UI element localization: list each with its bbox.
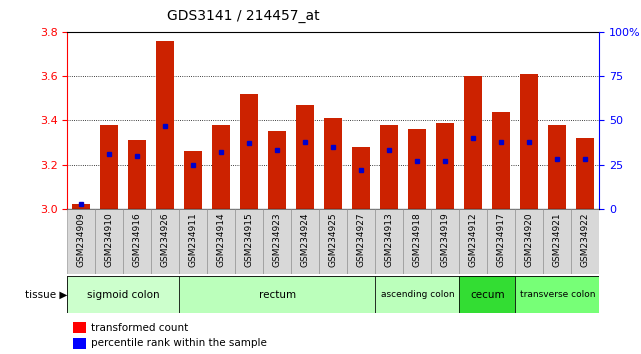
Bar	[460, 209, 487, 274]
Text: transformed count: transformed count	[91, 322, 188, 332]
Bar	[460, 276, 515, 313]
Text: GSM234915: GSM234915	[245, 212, 254, 267]
Bar	[408, 129, 426, 209]
Text: GSM234914: GSM234914	[217, 212, 226, 267]
Bar	[431, 209, 460, 274]
Bar	[240, 94, 258, 209]
Bar	[324, 118, 342, 209]
Bar	[403, 209, 431, 274]
Bar	[67, 276, 179, 313]
Bar	[515, 209, 544, 274]
Bar	[515, 276, 599, 313]
Text: GSM234916: GSM234916	[133, 212, 142, 267]
Bar	[376, 209, 403, 274]
Text: cecum: cecum	[470, 290, 504, 300]
Text: GSM234911: GSM234911	[189, 212, 198, 267]
Bar	[319, 209, 347, 274]
Text: ascending colon: ascending colon	[381, 290, 454, 299]
Bar	[72, 322, 86, 333]
Text: GSM234925: GSM234925	[329, 212, 338, 267]
Bar	[72, 205, 90, 209]
Bar	[179, 276, 376, 313]
Bar	[376, 276, 460, 313]
Text: GSM234919: GSM234919	[441, 212, 450, 267]
Bar	[128, 140, 146, 209]
Text: GSM234922: GSM234922	[581, 212, 590, 267]
Bar	[123, 209, 151, 274]
Bar	[235, 209, 263, 274]
Bar	[268, 131, 287, 209]
Text: GDS3141 / 214457_at: GDS3141 / 214457_at	[167, 9, 320, 23]
Bar	[296, 105, 315, 209]
Bar	[72, 338, 86, 349]
Bar	[487, 209, 515, 274]
Bar	[184, 152, 203, 209]
Text: GSM234913: GSM234913	[385, 212, 394, 267]
Bar	[520, 74, 538, 209]
Bar	[576, 138, 594, 209]
Bar	[380, 125, 399, 209]
Bar	[571, 209, 599, 274]
Text: GSM234923: GSM234923	[273, 212, 282, 267]
Bar	[548, 125, 567, 209]
Text: GSM234926: GSM234926	[161, 212, 170, 267]
Bar	[156, 41, 174, 209]
Text: GSM234927: GSM234927	[357, 212, 366, 267]
Text: GSM234921: GSM234921	[553, 212, 562, 267]
Text: sigmoid colon: sigmoid colon	[87, 290, 160, 300]
Text: tissue ▶: tissue ▶	[25, 290, 67, 300]
Bar	[96, 209, 123, 274]
Text: GSM234912: GSM234912	[469, 212, 478, 267]
Text: GSM234920: GSM234920	[525, 212, 534, 267]
Bar	[464, 76, 483, 209]
Bar	[352, 147, 370, 209]
Text: percentile rank within the sample: percentile rank within the sample	[91, 338, 267, 348]
Bar	[151, 209, 179, 274]
Text: GSM234910: GSM234910	[105, 212, 114, 267]
Text: GSM234924: GSM234924	[301, 212, 310, 267]
Bar	[179, 209, 207, 274]
Bar	[291, 209, 319, 274]
Bar	[492, 112, 510, 209]
Bar	[100, 125, 119, 209]
Text: rectum: rectum	[259, 290, 296, 300]
Bar	[347, 209, 376, 274]
Text: transverse colon: transverse colon	[520, 290, 595, 299]
Bar	[67, 209, 96, 274]
Bar	[212, 125, 230, 209]
Text: GSM234909: GSM234909	[77, 212, 86, 267]
Text: GSM234917: GSM234917	[497, 212, 506, 267]
Bar	[207, 209, 235, 274]
Bar	[263, 209, 291, 274]
Bar	[544, 209, 571, 274]
Bar	[437, 122, 454, 209]
Text: GSM234918: GSM234918	[413, 212, 422, 267]
